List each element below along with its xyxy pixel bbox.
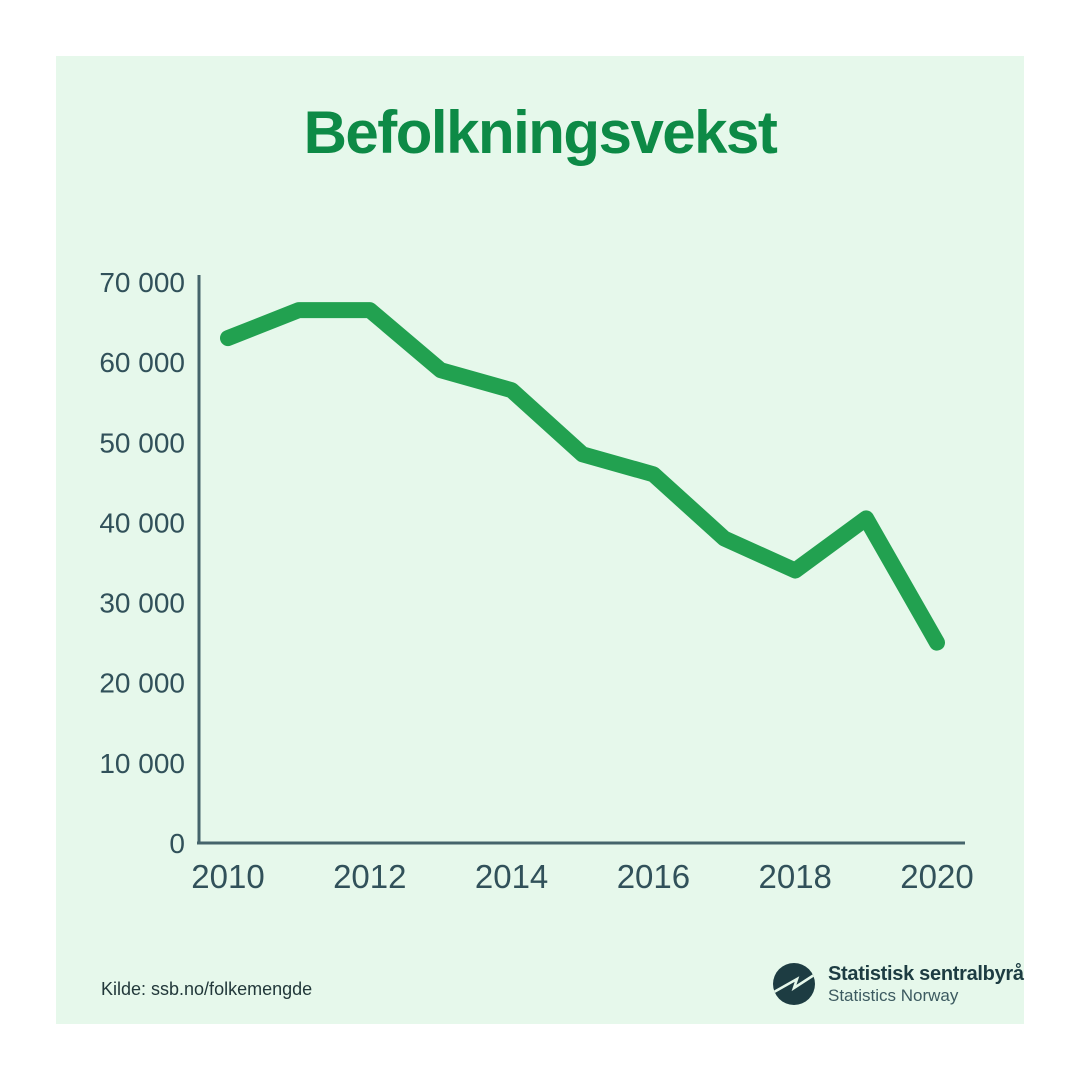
ssb-logo-icon bbox=[773, 963, 815, 1006]
y-tick-label: 20 000 bbox=[99, 668, 185, 699]
population-growth-line bbox=[220, 302, 945, 651]
logo-secondary-name: Statistics Norway bbox=[828, 986, 959, 1005]
y-tick-label: 10 000 bbox=[99, 748, 185, 779]
ssb-logo: Statistisk sentralbyrå Statistics Norway bbox=[773, 962, 1024, 1006]
logo-zigzag-line bbox=[773, 974, 815, 994]
x-tick-label: 2014 bbox=[475, 858, 548, 895]
logo-primary-name: Statistisk sentralbyrå bbox=[828, 963, 1024, 985]
y-tick-label: 0 bbox=[169, 828, 185, 859]
source-note: Kilde: ssb.no/folkemengde bbox=[101, 979, 313, 999]
x-tick-label: 2012 bbox=[333, 858, 406, 895]
x-tick-label: 2016 bbox=[617, 858, 690, 895]
x-tick-label: 2020 bbox=[900, 858, 973, 895]
chart-title: Befolkningsvekst bbox=[303, 99, 778, 166]
infographic-card bbox=[56, 56, 1024, 1024]
y-tick-label: 40 000 bbox=[99, 507, 185, 538]
x-tick-label: 2010 bbox=[191, 858, 264, 895]
logo-text: Statistisk sentralbyrå Statistics Norway bbox=[828, 962, 1024, 1006]
x-tick-label: 2018 bbox=[758, 858, 831, 895]
y-tick-label: 30 000 bbox=[99, 588, 185, 619]
y-tick-label: 70 000 bbox=[99, 267, 185, 298]
y-tick-label: 50 000 bbox=[99, 427, 185, 458]
y-tick-label: 60 000 bbox=[99, 347, 185, 378]
